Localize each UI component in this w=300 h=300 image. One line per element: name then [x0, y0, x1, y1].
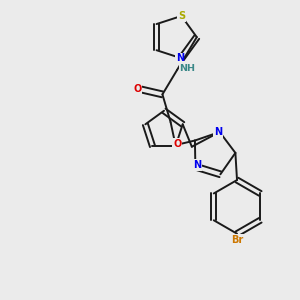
Text: N: N [193, 160, 201, 170]
Text: S: S [178, 11, 185, 21]
Text: O: O [133, 85, 141, 94]
Text: S: S [172, 140, 180, 150]
Text: Br: Br [231, 235, 243, 244]
Text: NH: NH [180, 64, 196, 73]
Text: N: N [214, 127, 222, 137]
Text: O: O [173, 139, 181, 148]
Text: N: N [176, 53, 184, 63]
